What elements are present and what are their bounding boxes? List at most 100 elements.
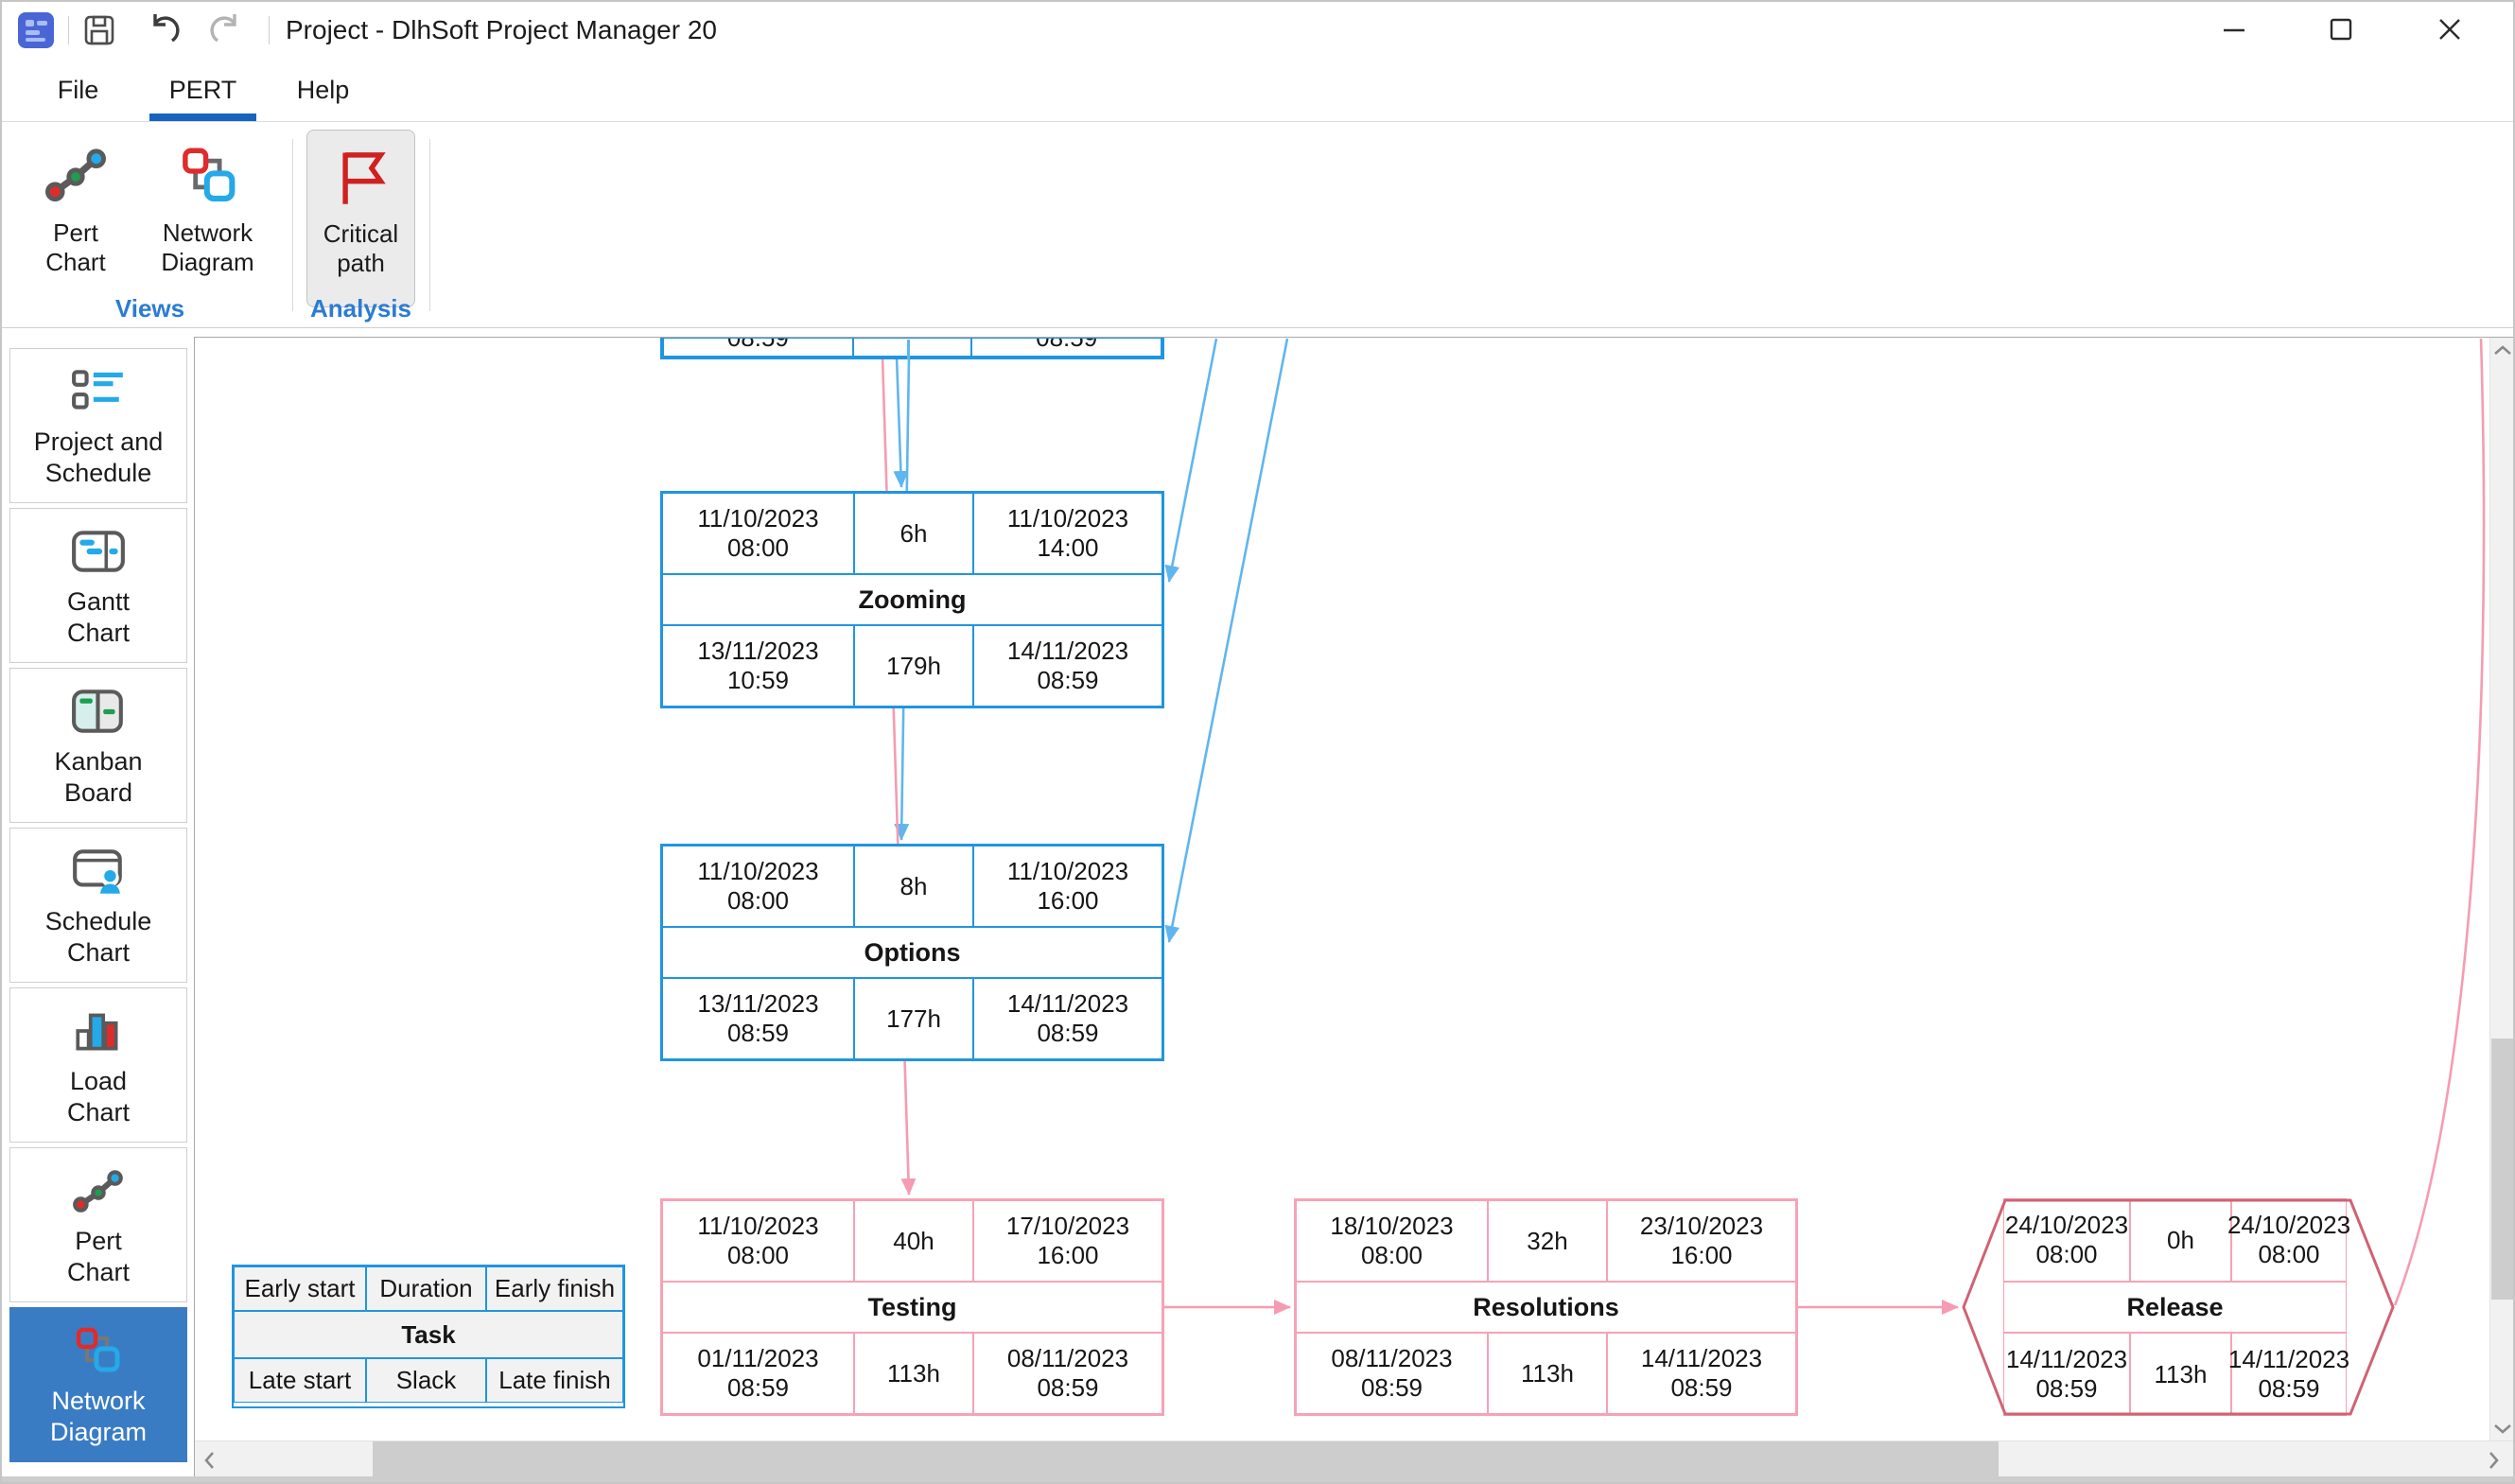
sidebar-item-label: Schedule Chart bbox=[44, 907, 152, 967]
late-start-cell: 08/11/2023 08:59 bbox=[1296, 1333, 1488, 1414]
network-diagram-button-label: Network Diagram bbox=[161, 218, 254, 276]
redo-icon bbox=[210, 14, 236, 43]
pert-chart-button-label: Pert Chart bbox=[45, 218, 106, 276]
scroll-up-button[interactable] bbox=[2490, 343, 2513, 357]
legend-late-finish: Late finish bbox=[486, 1358, 623, 1403]
tab-help[interactable]: Help bbox=[296, 75, 350, 104]
vertical-scrollbar[interactable] bbox=[2489, 338, 2513, 1440]
late-start-cell: 13/11/2023 10:59 bbox=[662, 625, 854, 707]
close-button[interactable] bbox=[2417, 2, 2483, 57]
node-release[interactable]: 24/10/2023 08:00 0h 24/10/2023 08:00 Relea… bbox=[1962, 1198, 2395, 1416]
maximize-icon bbox=[2330, 18, 2352, 41]
duration-cell: 6h bbox=[854, 493, 973, 574]
save-icon bbox=[84, 15, 114, 45]
ribbon-tab-bar: File PERT Help bbox=[2, 59, 2513, 121]
diagram-canvas[interactable]: 08:59 08:59 11/10/2023 08:00 6h 11/10/202… bbox=[195, 338, 2489, 1440]
sidebar-item-label: Load Chart bbox=[66, 1067, 131, 1126]
slack-cell: 179h bbox=[854, 625, 973, 707]
window-bottom-edge bbox=[2, 1476, 2513, 1482]
task-name-cell: Zooming bbox=[662, 574, 1162, 625]
late-start-cell: 08:59 bbox=[663, 338, 853, 357]
redo-button[interactable] bbox=[206, 11, 246, 49]
legend-early-start: Early start bbox=[234, 1266, 366, 1311]
slack-cell: 113h bbox=[2130, 1333, 2231, 1416]
pert-chart-icon bbox=[70, 1161, 127, 1220]
duration-cell: 0h bbox=[2130, 1198, 2231, 1282]
minimize-button[interactable] bbox=[2201, 2, 2267, 57]
task-name-cell: Testing bbox=[662, 1282, 1162, 1333]
early-start-cell: 11/10/2023 08:00 bbox=[662, 846, 854, 927]
early-finish-cell: 24/10/2023 08:00 bbox=[2227, 1198, 2350, 1282]
edge-offscreen-to-release bbox=[2393, 338, 2486, 1306]
vertical-scrollbar-thumb[interactable] bbox=[2491, 1039, 2513, 1300]
legend-task: Task bbox=[234, 1311, 623, 1358]
sidebar-item-project-and-schedule[interactable]: Project and Schedule bbox=[9, 348, 187, 503]
late-start-cell: 13/11/2023 08:59 bbox=[662, 978, 854, 1059]
sidebar-item-kanban-board[interactable]: Kanban Board bbox=[9, 668, 187, 823]
tab-file[interactable]: File bbox=[57, 75, 99, 104]
sidebar-item-label: Network Diagram bbox=[49, 1387, 148, 1446]
late-finish-cell: 14/11/2023 08:59 bbox=[973, 978, 1162, 1059]
network-diagram-icon bbox=[70, 1321, 127, 1380]
maximize-button[interactable] bbox=[2308, 2, 2374, 57]
node-release-table: 24/10/2023 08:00 0h 24/10/2023 08:00 Relea… bbox=[2003, 1198, 2350, 1416]
task-name-cell: Options bbox=[662, 927, 1162, 978]
app-logo-icon bbox=[18, 12, 54, 48]
tab-pert[interactable]: PERT bbox=[144, 59, 262, 121]
edge-offscreen-to-options bbox=[1164, 338, 1289, 943]
chevron-left-icon bbox=[204, 1452, 214, 1469]
node-partial-top[interactable]: 08:59 08:59 bbox=[660, 338, 1164, 359]
node-zooming[interactable]: 11/10/2023 08:00 6h 11/10/2023 14:00 Zoomi… bbox=[660, 491, 1164, 708]
edge-top-to-testing-critical bbox=[881, 356, 917, 1196]
node-resolutions[interactable]: 18/10/2023 08:00 32h 23/10/2023 16:00 Reso… bbox=[1294, 1198, 1798, 1416]
sidebar-item-label: Kanban Board bbox=[54, 747, 143, 807]
horizontal-scrollbar[interactable] bbox=[195, 1440, 2513, 1479]
task-name-cell: Release bbox=[2003, 1282, 2347, 1333]
undo-button[interactable] bbox=[144, 11, 183, 49]
slack-cell: 113h bbox=[1488, 1333, 1607, 1414]
network-diagram-icon bbox=[175, 139, 241, 215]
ribbon-group-separator bbox=[292, 139, 293, 311]
minimize-icon bbox=[2224, 28, 2244, 32]
sidebar-item-pert-chart[interactable]: Pert Chart bbox=[9, 1147, 187, 1302]
network-diagram-view: 08:59 08:59 11/10/2023 08:00 6h 11/10/202… bbox=[194, 337, 2513, 1480]
sidebar-item-network-diagram[interactable]: Network Diagram bbox=[9, 1307, 187, 1462]
sidebar-item-label: Gantt Chart bbox=[66, 587, 131, 647]
ribbon-group-separator bbox=[429, 139, 430, 311]
toolbar-separator bbox=[269, 16, 270, 44]
view-sidebar: Project and Schedule Gantt Chart bbox=[9, 348, 187, 1467]
task-name-cell: Resolutions bbox=[1296, 1282, 1796, 1333]
critical-path-button[interactable]: Critical path bbox=[306, 130, 415, 307]
project-schedule-icon bbox=[70, 362, 127, 421]
late-finish-cell: 14/11/2023 08:59 bbox=[1607, 1333, 1796, 1414]
duration-cell: 40h bbox=[854, 1200, 973, 1282]
critical-path-button-label: Critical path bbox=[323, 219, 399, 277]
slack-cell: 113h bbox=[854, 1333, 973, 1414]
edge-top-to-zooming bbox=[893, 356, 909, 488]
horizontal-scrollbar-thumb[interactable] bbox=[373, 1441, 1999, 1477]
edge-stub bbox=[907, 340, 910, 359]
node-options[interactable]: 11/10/2023 08:00 8h 11/10/2023 16:00 Optio… bbox=[660, 844, 1164, 1061]
early-finish-cell: 23/10/2023 16:00 bbox=[1607, 1200, 1796, 1282]
critical-path-flag-icon bbox=[328, 140, 394, 216]
late-finish-cell: 08/11/2023 08:59 bbox=[973, 1333, 1162, 1414]
early-start-cell: 11/10/2023 08:00 bbox=[662, 1200, 854, 1282]
load-chart-icon bbox=[70, 1002, 127, 1060]
schedule-chart-icon bbox=[70, 842, 127, 900]
late-finish-cell: 14/11/2023 08:59 bbox=[973, 625, 1162, 707]
window-title: Project - DlhSoft Project Manager 20 bbox=[286, 15, 717, 44]
slack-cell: 177h bbox=[854, 978, 973, 1059]
scroll-left-button[interactable] bbox=[202, 1441, 216, 1479]
scroll-down-button[interactable] bbox=[2490, 1422, 2513, 1435]
pert-chart-button[interactable]: Pert Chart bbox=[19, 130, 132, 307]
sidebar-item-load-chart[interactable]: Load Chart bbox=[9, 987, 187, 1143]
duration-cell: 8h bbox=[854, 846, 973, 927]
close-icon bbox=[2439, 19, 2460, 40]
sidebar-item-gantt-chart[interactable]: Gantt Chart bbox=[9, 508, 187, 663]
network-diagram-button[interactable]: Network Diagram bbox=[134, 130, 281, 307]
sidebar-item-schedule-chart[interactable]: Schedule Chart bbox=[9, 828, 187, 983]
scroll-right-button[interactable] bbox=[2487, 1441, 2500, 1479]
save-button[interactable] bbox=[79, 11, 119, 49]
late-finish-cell: 14/11/2023 08:59 bbox=[2228, 1333, 2349, 1416]
node-testing[interactable]: 11/10/2023 08:00 40h 17/10/2023 16:00 Test… bbox=[660, 1198, 1164, 1416]
